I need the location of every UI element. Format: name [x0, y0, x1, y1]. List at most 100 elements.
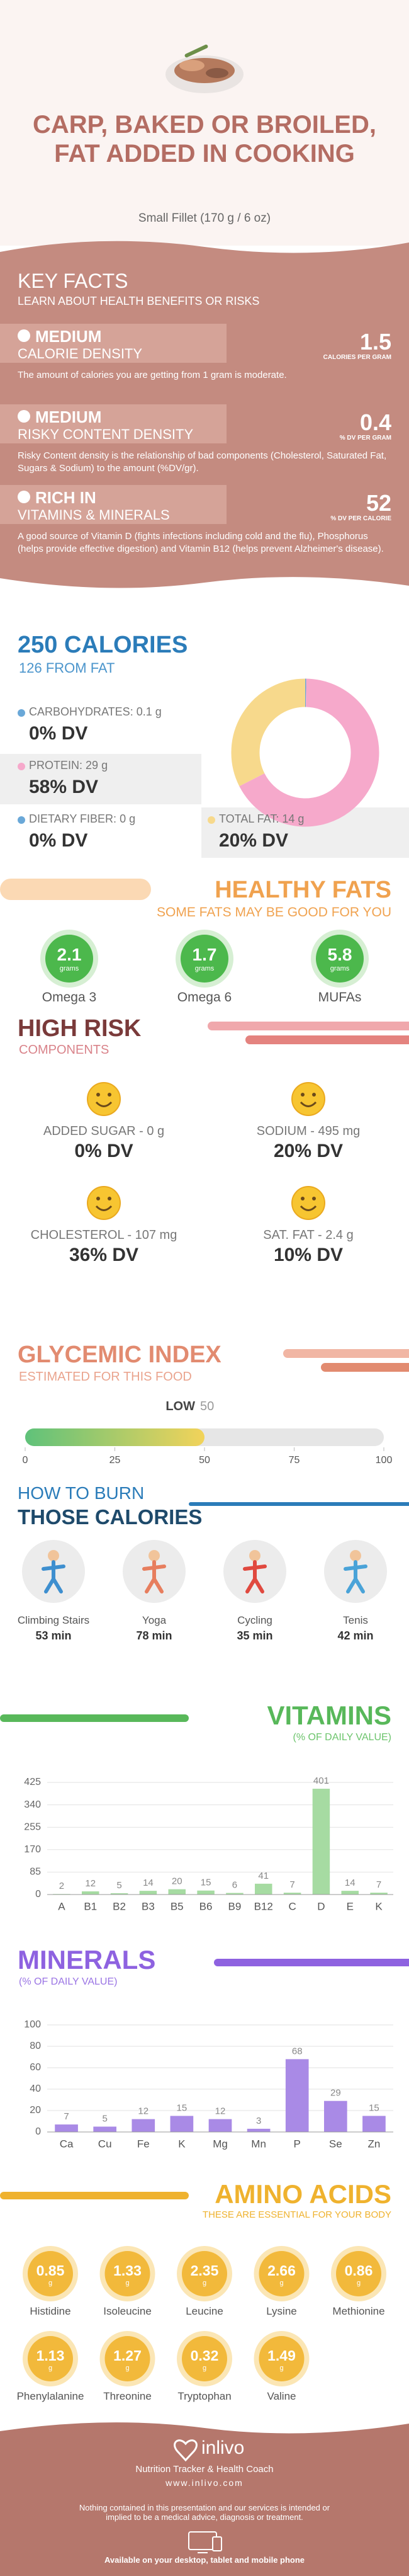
fact-unit: % DV PER CALORIE	[330, 515, 391, 522]
x-tick-label: A	[58, 1900, 65, 1912]
activity-time: 42 min	[305, 1629, 406, 1643]
brand: inlivo	[201, 2437, 245, 2458]
risk-icon	[291, 1186, 325, 1220]
risk-eye	[96, 1197, 100, 1200]
garnish	[184, 44, 208, 58]
fat-unit: grams	[59, 965, 79, 972]
fact-value: 52	[366, 490, 391, 516]
fact-description: The amount of calories you are getting f…	[18, 370, 287, 380]
x-tick-label: Ca	[60, 2138, 74, 2150]
section-subtitle: THESE ARE ESSENTIAL FOR YOUR BODY	[202, 2209, 391, 2220]
fact-level: RICH IN	[35, 488, 96, 507]
activity-head	[350, 1550, 361, 1561]
value-label: 12	[138, 2106, 148, 2117]
fact-icon	[18, 491, 30, 503]
nutrient-label: DIETARY FIBER: 0 g	[29, 812, 135, 826]
nutrient-dv: 58% DV	[29, 777, 99, 797]
amino-name: Methionine	[332, 2305, 385, 2317]
value-label: 7	[289, 1879, 294, 1890]
activity-name: Climbing Stairs	[17, 1614, 90, 1626]
y-tick-label: 170	[24, 1844, 41, 1855]
amino-unit: g	[125, 2364, 130, 2372]
amino-value: 2.66	[267, 2262, 296, 2279]
gi-tick-label: 100	[375, 1455, 393, 1466]
value-label: 2	[59, 1881, 64, 1891]
risk-eye	[312, 1197, 316, 1200]
fact-level: MEDIUM	[35, 327, 102, 346]
y-tick-label: 255	[24, 1821, 41, 1832]
activity-minutes: 35	[237, 1629, 250, 1642]
bar	[55, 2124, 78, 2132]
activity-body	[344, 1560, 367, 1593]
activity-minutes: 53	[35, 1629, 48, 1642]
fat-unit: grams	[330, 965, 350, 972]
section-title: HEALTHY FATS	[215, 877, 391, 903]
amino-unit: g	[125, 2279, 130, 2287]
fat-name: Omega 6	[177, 990, 232, 1005]
y-tick-label: 425	[24, 1777, 41, 1787]
amino-value: 0.86	[344, 2262, 373, 2279]
nutrient-band	[0, 754, 201, 804]
fact-value: 0.4	[359, 409, 391, 435]
nutrient-unit: g	[129, 812, 136, 825]
nutrient-dot	[18, 763, 25, 770]
decor-band	[245, 1035, 409, 1044]
x-tick-label: K	[178, 2138, 186, 2150]
bar	[226, 1893, 244, 1895]
fact-name: CALORIE DENSITY	[18, 346, 143, 362]
x-tick-label: Mn	[251, 2138, 266, 2150]
bar	[93, 2126, 116, 2132]
risk-smile	[95, 1101, 113, 1107]
fact-description: A good source of Vitamin D (fights infec…	[18, 531, 384, 554]
header-bg	[0, 0, 409, 246]
y-tick-label: 340	[24, 1799, 41, 1810]
fat-circle	[181, 935, 228, 983]
calories-title: 250 CALORIES	[18, 632, 188, 658]
decor-band	[0, 1714, 189, 1722]
value-label: 15	[201, 1878, 211, 1888]
x-tick-label: B2	[113, 1900, 126, 1912]
activity-head	[148, 1550, 160, 1561]
value-label: 7	[64, 2111, 69, 2122]
bar	[283, 1893, 301, 1895]
calories-subtitle: 126 FROM FAT	[19, 660, 115, 676]
gi-bar	[25, 1428, 204, 1446]
risk-eye	[108, 1093, 111, 1097]
risk-label: CHOLESTEROL - 107 mg	[30, 1228, 177, 1242]
nutrient-label: CARBOHYDRATES: 0.1 g	[29, 705, 162, 719]
risk-smile	[300, 1205, 317, 1211]
glycemic-level: LOW	[165, 1399, 195, 1413]
bar	[168, 1889, 186, 1895]
y-tick-label: 80	[30, 2041, 41, 2051]
fat-unit: grams	[194, 965, 215, 972]
nutrient-amount: 29	[86, 759, 99, 772]
nutrient-name: CARBOHYDRATES:	[29, 705, 133, 718]
amino-unit: g	[48, 2279, 53, 2287]
risk-eye	[301, 1093, 305, 1097]
amino-value: 0.32	[190, 2347, 219, 2364]
decor-band	[0, 879, 151, 900]
risk-icon	[87, 1082, 121, 1116]
fact-band	[0, 404, 227, 443]
amino-unit: g	[279, 2279, 284, 2287]
amino-value: 1.33	[113, 2262, 142, 2279]
nutrient-dot	[18, 816, 25, 824]
activity-head	[48, 1550, 59, 1561]
logo-heart	[174, 2439, 198, 2462]
amino-name: Histidine	[30, 2305, 71, 2317]
amino-circle	[182, 2251, 227, 2296]
bar	[82, 1891, 99, 1895]
fact-band	[0, 485, 227, 524]
risk-icon	[87, 1186, 121, 1220]
decor-band	[189, 1502, 409, 1506]
nutrient-unit: g	[298, 812, 305, 825]
bar	[285, 2059, 309, 2132]
decor-band	[208, 1022, 409, 1030]
risk-label: SODIUM - 495 mg	[256, 1124, 361, 1138]
fact-value: 1.5	[359, 329, 391, 355]
section-title: KEY FACTS	[18, 270, 128, 292]
fact-name: VITAMINS & MINERALS	[18, 507, 170, 523]
value-label: 12	[85, 1878, 96, 1889]
bar	[255, 1883, 272, 1895]
fact-name: RISKY CONTENT DENSITY	[18, 426, 194, 442]
